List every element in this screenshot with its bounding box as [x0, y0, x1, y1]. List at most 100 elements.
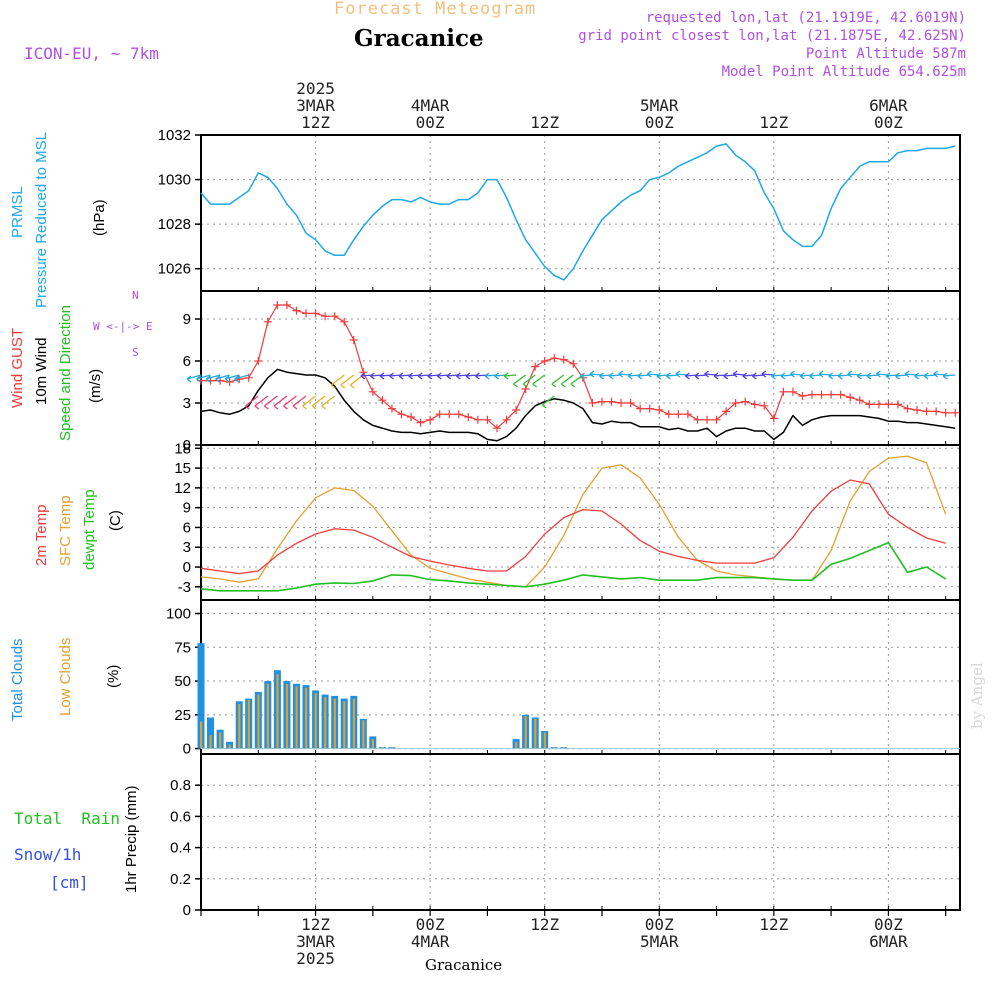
wind-direction-arrow: [665, 372, 679, 380]
gust-point: [502, 415, 511, 424]
gust-point: [693, 415, 702, 424]
low-cloud-bar: [343, 701, 346, 749]
y-tick-label: 12: [174, 480, 191, 497]
time-label-top: 2025: [296, 79, 335, 98]
time-label-top: 12Z: [301, 113, 330, 132]
gust-point: [808, 390, 817, 399]
gust-point: [731, 399, 740, 407]
low-cloud-bar: [515, 741, 518, 749]
wind-direction-arrow: [637, 372, 650, 380]
gust-point: [531, 362, 540, 371]
time-label-top: 6MAR: [869, 96, 908, 115]
wind-direction-arrow: [215, 374, 230, 383]
footer-location: Gracanice: [425, 956, 503, 974]
gust-point: [387, 404, 396, 413]
gust-point: [760, 401, 769, 410]
wind-direction-arrow: [675, 370, 688, 378]
gust-point: [855, 396, 864, 405]
time-label-bottom: 12Z: [759, 915, 788, 934]
gust-point: [473, 415, 482, 424]
low-cloud-bar: [371, 739, 374, 749]
time-label-top: 00Z: [874, 113, 903, 132]
snow-unit-label: [cm]: [50, 873, 89, 892]
y-tick-label: -3: [178, 579, 191, 596]
gust-point: [788, 387, 797, 396]
wind-direction-arrow: [818, 370, 832, 378]
gust-point: [874, 400, 883, 409]
wind-direction-arrow: [923, 372, 937, 380]
gust-point: [397, 410, 406, 419]
wind-gust-label: Wind GUST: [9, 327, 26, 408]
gust-point: [435, 410, 444, 419]
gust-point: [273, 301, 282, 309]
wind-direction-arrow: [761, 370, 774, 378]
gust-point: [741, 397, 750, 406]
gust-point: [368, 387, 377, 396]
low-cloud-bar: [553, 747, 556, 749]
gust-point: [416, 418, 425, 427]
gust-point: [588, 399, 597, 407]
wind-direction-arrow: [723, 372, 736, 380]
y-tick-label: 9: [183, 500, 191, 517]
gust-point: [722, 407, 731, 416]
wind-direction-arrow: [809, 372, 822, 380]
temp-2m-line: [200, 479, 946, 575]
wind-direction-arrow: [263, 395, 278, 410]
clouds-unit-label: (%): [105, 664, 122, 688]
gust-point: [817, 390, 826, 399]
wind-direction-arrow: [330, 374, 345, 389]
grid-layer: [201, 134, 960, 911]
wind-direction-arrow: [704, 370, 717, 378]
wind-direction-arrow: [244, 395, 259, 410]
gust-point: [827, 390, 836, 399]
low-cloud-bar: [543, 732, 546, 749]
gust-line: [201, 304, 956, 429]
wind-direction-arrow: [541, 395, 555, 409]
wind-direction-arrow: [503, 372, 517, 380]
wind-direction-arrow: [292, 395, 307, 410]
time-label-bottom: 3MAR: [296, 932, 335, 951]
y-tick-label: 100: [166, 606, 191, 623]
total-cloud-bar: [207, 717, 214, 749]
requested-coords: requested lon,lat (21.1919E, 42.6019N): [645, 10, 966, 26]
time-label-bottom: 2025: [296, 949, 335, 968]
time-label-bottom: 5MAR: [640, 932, 679, 951]
y-tick-label: 3: [183, 395, 191, 412]
gust-point: [426, 415, 435, 424]
gust-point: [664, 410, 673, 419]
wind-direction-arrow: [205, 374, 221, 383]
wind-direction-arrow: [608, 372, 622, 380]
total-cloud-bar: [197, 643, 205, 749]
prmsl-label: PRMSL: [9, 186, 26, 238]
wind-direction-arrow: [532, 374, 546, 388]
y-tick-label: 1028: [158, 216, 191, 233]
wind-direction-arrow: [196, 374, 211, 383]
low-cloud-bar: [276, 674, 279, 749]
time-label-top: 5MAR: [640, 96, 679, 115]
low-cloud-bar: [228, 744, 231, 749]
low-cloud-bar: [238, 704, 241, 749]
wind-direction-arrow: [866, 372, 879, 380]
clouds-panel: [197, 643, 960, 750]
gust-point: [683, 410, 692, 419]
gust-point: [292, 306, 301, 315]
gust-point: [559, 355, 568, 364]
gust-point: [225, 378, 234, 386]
gust-point: [540, 357, 549, 365]
time-label-bottom: 6MAR: [869, 932, 908, 951]
low-cloud-bar: [209, 735, 212, 749]
pressure-line: [200, 143, 956, 281]
y-tick-label: 1026: [158, 261, 191, 278]
gust-point: [492, 424, 501, 433]
wind-direction-arrow: [904, 370, 918, 378]
gust-point: [893, 400, 902, 409]
gust-point: [750, 400, 759, 409]
low-cloud-bar: [333, 698, 336, 749]
gust-point: [703, 415, 711, 424]
wind-line: [200, 368, 956, 442]
gust-point: [464, 413, 473, 421]
y-tick-label: 50: [174, 673, 191, 690]
y-tick-label: 0: [183, 902, 191, 919]
gust-point: [550, 354, 559, 363]
gust-point: [922, 407, 931, 416]
